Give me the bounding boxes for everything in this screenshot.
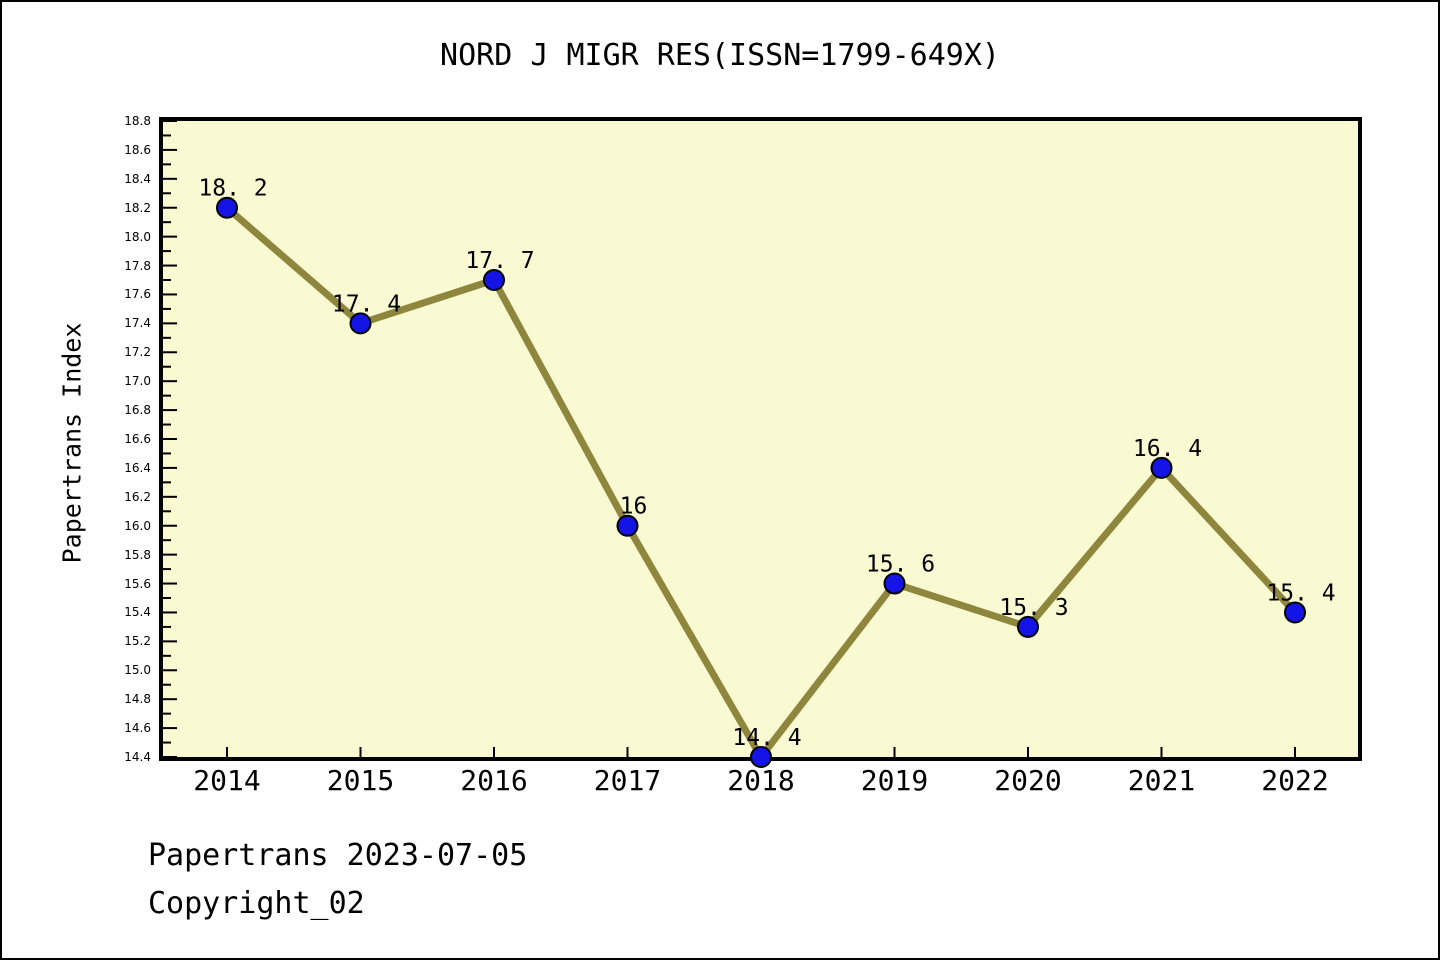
data-point-label: 16 — [620, 494, 648, 520]
x-tick-label: 2016 — [460, 764, 528, 797]
y-axis-label: Papertrans Index — [57, 322, 87, 564]
y-tick-label: 16.8 — [124, 403, 151, 418]
y-tick-label: 15.0 — [124, 663, 151, 678]
y-tick-label: 18.4 — [124, 171, 151, 186]
data-point-label: 18. 2 — [198, 176, 267, 202]
data-point-label: 15. 4 — [1266, 580, 1335, 606]
y-tick-label: 17.6 — [124, 287, 151, 302]
y-tick-label: 18.8 — [124, 114, 151, 128]
y-tick-label: 18.0 — [124, 229, 151, 244]
footer-source-date: Papertrans 2023-07-05 — [148, 838, 528, 873]
y-tick-label: 17.4 — [124, 316, 151, 331]
data-point-label: 16. 4 — [1133, 436, 1202, 462]
y-tick-label: 14.6 — [124, 721, 151, 736]
y-tick-label: 17.8 — [124, 258, 151, 273]
y-tick-label: 18.6 — [124, 142, 151, 157]
x-tick-label: 2021 — [1127, 764, 1196, 797]
y-tick-label: 17.0 — [124, 374, 151, 389]
chart-title: NORD J MIGR RES(ISSN=1799-649X) — [440, 38, 1000, 73]
x-tick-label: 2019 — [860, 764, 929, 797]
y-tick-label: 14.4 — [124, 750, 151, 764]
y-tick-label: 16.0 — [124, 518, 151, 533]
y-tick-label: 15.4 — [124, 605, 151, 620]
plot-svg: 18. 2 17. 4 17. 7 16 14. 4 15. 6 15. 3 16. 4 15.… — [163, 120, 1336, 768]
y-tick-label: 15.8 — [124, 547, 151, 562]
y-tick-label: 16.6 — [124, 432, 151, 446]
x-tick-label: 2022 — [1261, 764, 1329, 797]
data-point — [483, 269, 505, 291]
y-tick-label: 15.2 — [124, 634, 151, 649]
y-tick-label: 17.2 — [124, 345, 151, 360]
x-tick-label: 2020 — [994, 764, 1062, 797]
data-point — [750, 746, 772, 768]
data-point-label: 14. 4 — [732, 725, 801, 751]
y-tick-label: 14.8 — [124, 692, 151, 707]
data-point — [1017, 615, 1039, 638]
footer-copyright: Copyright_02 — [148, 886, 365, 921]
data-point-label: 17. 7 — [465, 248, 534, 274]
y-tick-label: 16.4 — [124, 460, 151, 475]
x-tick-label: 2017 — [593, 764, 662, 797]
y-tick-label: 15.6 — [124, 576, 151, 591]
data-point-label: 17. 4 — [332, 291, 401, 317]
data-point — [883, 572, 906, 595]
data-point — [1150, 456, 1173, 479]
data-point-label: 15. 3 — [999, 595, 1068, 621]
plot-area: 18. 2 17. 4 17. 7 16 14. 4 15. 6 15. 3 16. 4 15.… — [159, 117, 1362, 768]
y-tick-label: 16.2 — [124, 489, 151, 504]
data-point-label: 15. 6 — [866, 552, 935, 578]
data-point — [616, 514, 639, 537]
data-point — [1284, 601, 1306, 624]
data-point — [216, 196, 238, 219]
data-point — [349, 312, 372, 335]
x-tick-label: 2015 — [326, 764, 395, 797]
series-line — [223, 204, 1299, 761]
y-tick-label: 18.2 — [124, 200, 151, 215]
x-tick-label: 2018 — [727, 764, 795, 797]
x-tick-label: 2014 — [193, 764, 261, 797]
